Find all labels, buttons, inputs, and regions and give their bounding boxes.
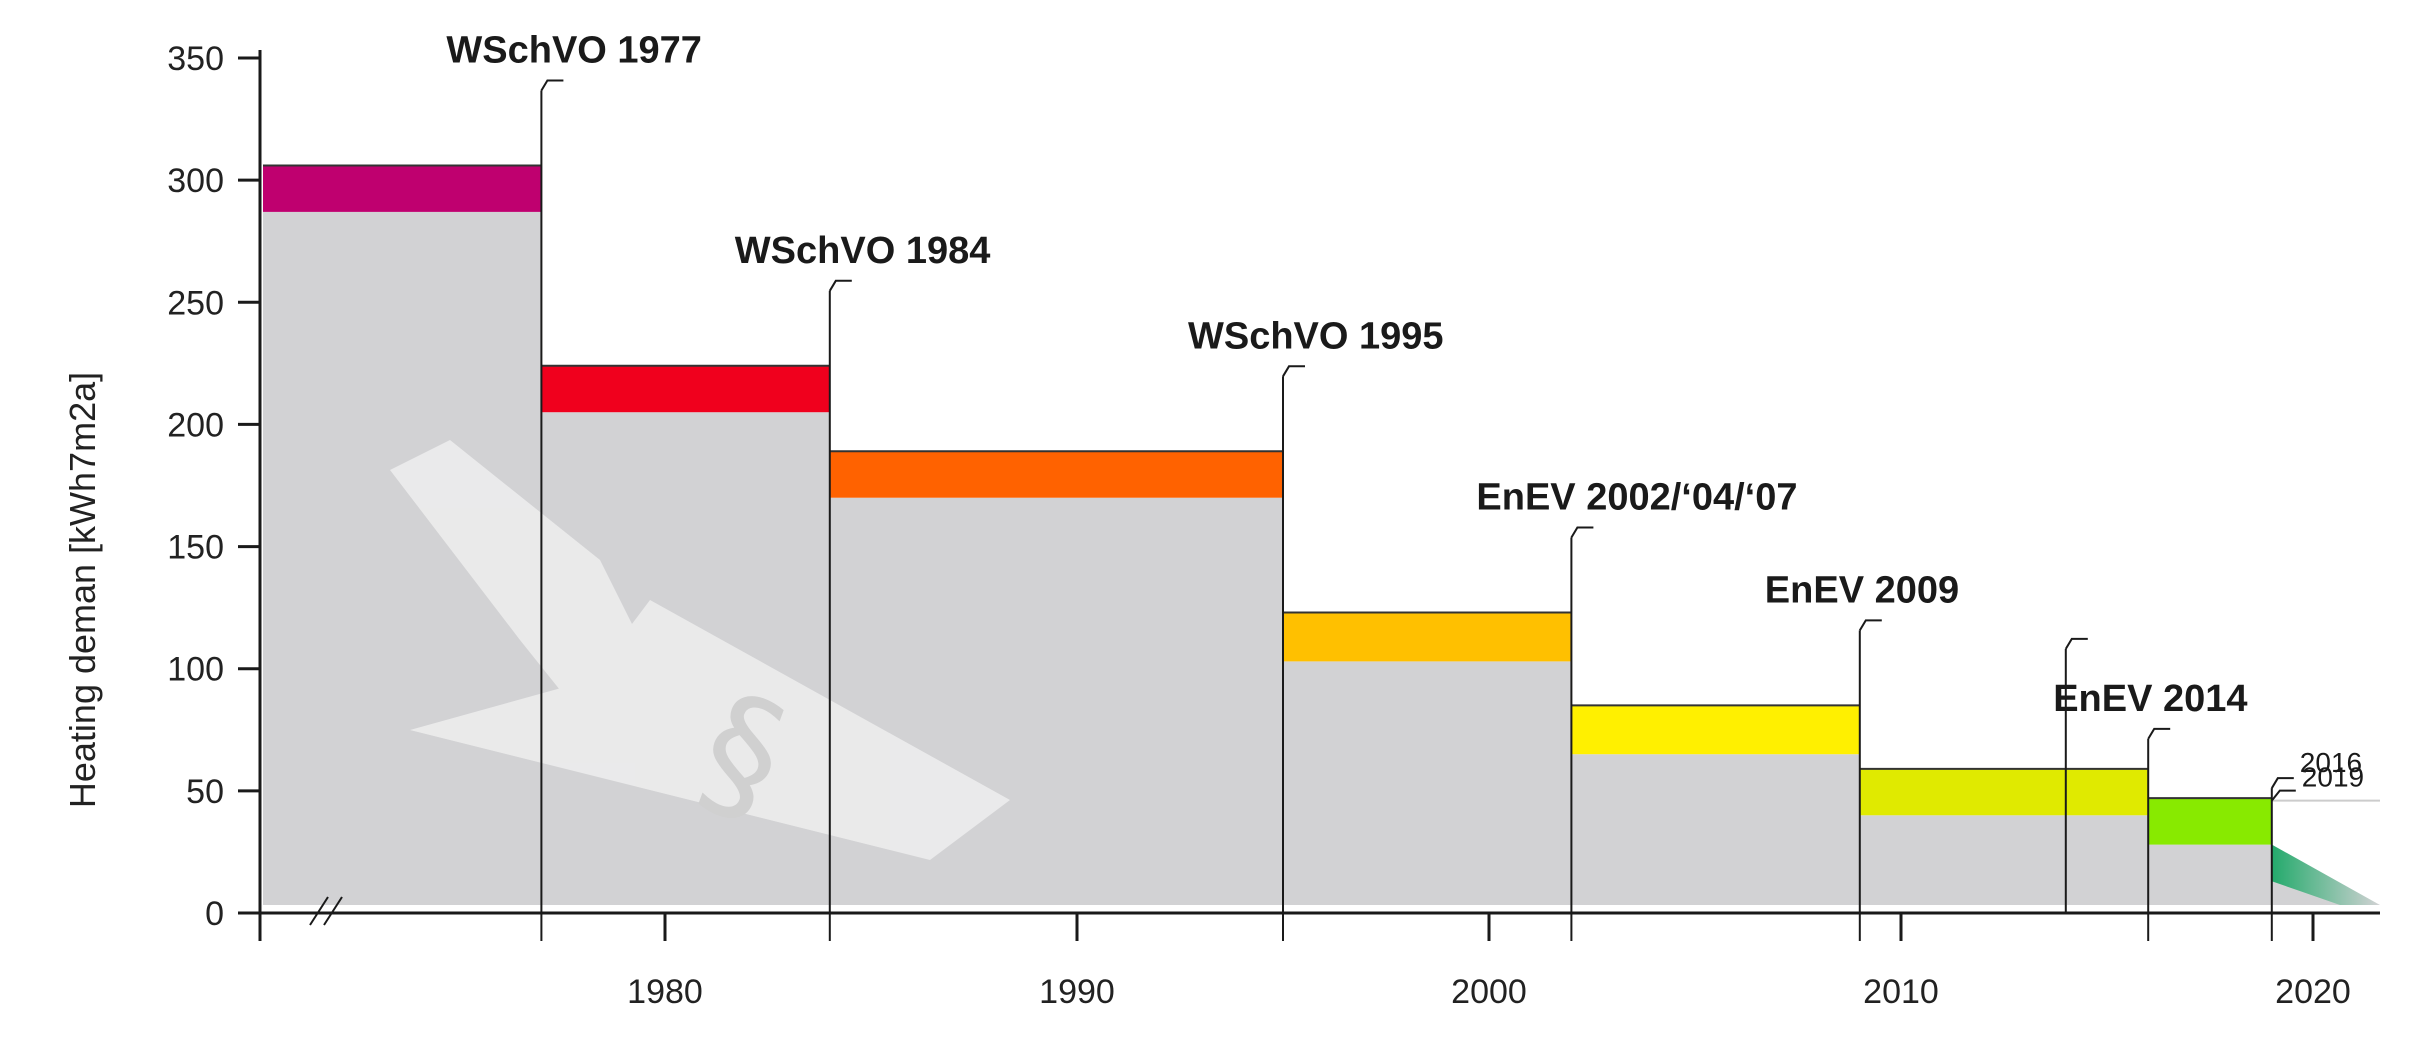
y-tick-label-50: 50 [186,773,224,811]
bar-base-5 [1859,815,2149,905]
regulation-label-2: WSchVO 1995 [1188,315,1444,357]
x-tick-label-2020: 2020 [2275,973,2351,1011]
y-tick-label-200: 200 [167,406,224,444]
y-tick-label-300: 300 [167,162,224,200]
axis-break-mark-2 [323,896,343,926]
bars-layer [263,164,2380,905]
leader-tick-5 [2147,727,2171,740]
y-axis-title: Heating deman [kWh7m2a] [62,372,103,808]
regulation-label-6: 2016 [2300,747,2362,778]
x-tick-label-1990: 1990 [1039,973,1115,1011]
bar-band-6 [2148,798,2272,845]
regulation-label-1: WSchVO 1984 [735,230,991,272]
trowel-paragraph-watermark: § [390,440,1010,860]
leader-tick-6 [2270,777,2294,789]
leader-tick-2014 [2064,637,2088,650]
bar-band-0 [263,165,542,212]
y-tick-label-350: 350 [167,40,224,78]
labels-layer: WSchVO 1977 WSchVO 1984 WSchVO 1995 EnEV 20… [446,29,2364,792]
lines-layer [540,79,2296,913]
y-tick-label-100: 100 [167,651,224,689]
y-tick-label-0: 0 [205,895,224,933]
y-tick-label-150: 150 [167,529,224,567]
bar-band-1 [541,365,830,413]
bar-band-3 [1283,612,1572,662]
y-tick-label-250: 250 [167,284,224,322]
bar-base-3 [1283,661,1572,905]
bar-band-4 [1571,705,1860,755]
leader-tick-future [2271,789,2296,802]
regulation-label-3: EnEV 2002/‘04/‘07 [1476,477,1797,519]
leader-tick-0 [540,79,564,92]
x-tick-label-2000: 2000 [1451,973,1527,1011]
future-label: 2019 [2302,762,2364,793]
bar-band-2 [829,451,1283,498]
x-tick-label-2010: 2010 [1863,973,1939,1011]
bar-base-6 [2148,844,2272,905]
future-wedge [2271,844,2380,905]
leader-tick-1 [828,279,852,292]
leader-tick-4 [1858,619,1882,631]
regulation-label-0: WSchVO 1977 [446,29,702,71]
bar-base-4 [1571,754,1860,905]
regulation-label-5: EnEV 2014 [2053,678,2247,720]
bar-band-5 [1859,768,2149,816]
regulation-label-4: EnEV 2009 [1765,569,1959,611]
leader-tick-2 [1282,365,1305,377]
x-tick-label-1980: 1980 [627,973,703,1011]
leader-tick-3 [1570,526,1594,539]
axes-layer: 0 50 100 150 200 250 300 350 1980 1990 2000 2010 202… [167,40,2380,1011]
axis-break-mark-1 [309,896,329,926]
